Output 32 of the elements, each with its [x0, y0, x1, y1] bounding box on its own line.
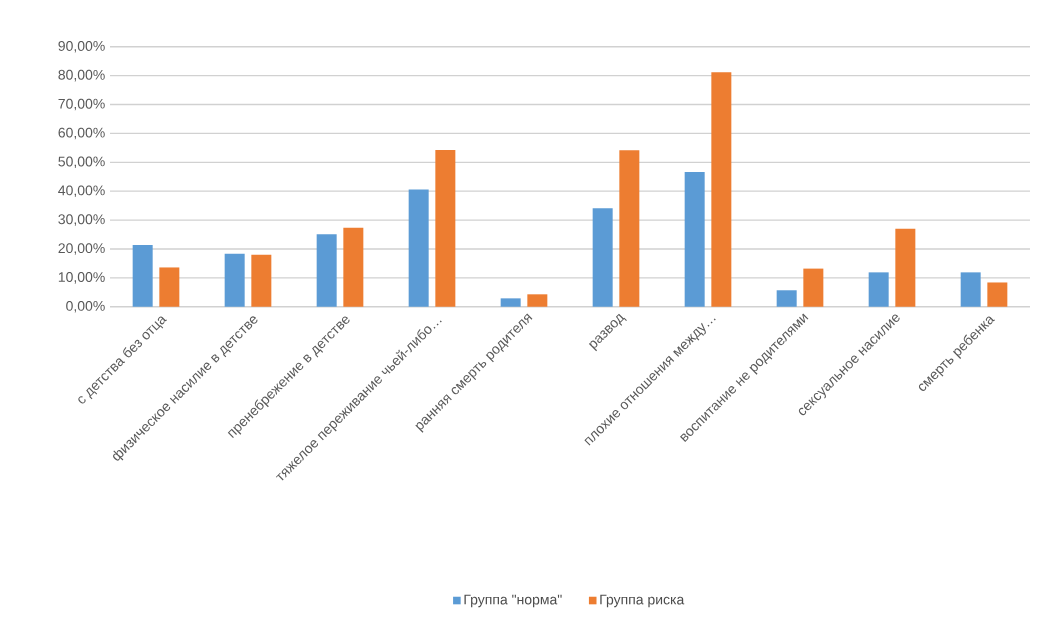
y-tick-label: 90,00% [58, 40, 105, 53]
bar [408, 189, 429, 307]
y-tick-label: 80,00% [58, 69, 105, 82]
bar [987, 282, 1008, 307]
legend-label: Группа "норма" [464, 594, 562, 608]
bar [251, 254, 272, 307]
bar [435, 149, 456, 307]
y-tick-label: 10,00% [58, 272, 105, 284]
y-tick-label: 30,00% [58, 214, 105, 226]
bar [960, 272, 981, 307]
bar [132, 244, 153, 307]
bar [803, 268, 824, 307]
bar [776, 290, 797, 307]
bar [316, 234, 337, 307]
bar [500, 298, 521, 307]
bar [895, 228, 916, 307]
bar [224, 253, 245, 307]
bar [619, 150, 640, 307]
y-tick-label: 50,00% [58, 156, 105, 169]
y-tick-label: 70,00% [58, 98, 105, 111]
bar [527, 294, 548, 307]
bar [159, 267, 180, 307]
bar [868, 272, 889, 307]
bar [684, 172, 705, 307]
legend-label: Группа риска [600, 594, 685, 608]
y-tick-label: 20,00% [58, 243, 105, 255]
bar [343, 227, 364, 307]
bar [711, 72, 732, 307]
bar [592, 208, 613, 307]
y-tick-label: 40,00% [58, 185, 105, 197]
y-tick-label: 0,00% [66, 300, 105, 313]
y-tick-label: 60,00% [58, 127, 105, 140]
